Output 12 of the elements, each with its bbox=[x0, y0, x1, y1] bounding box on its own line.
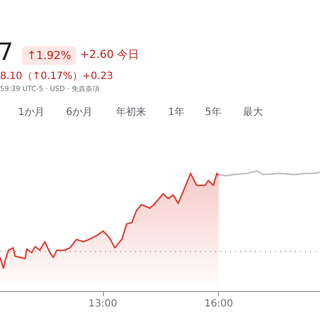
text: 7 bbox=[0, 38, 14, 66]
text: 6か月 bbox=[66, 106, 92, 119]
text: 年初来 bbox=[116, 106, 146, 119]
text: 1か月 bbox=[18, 106, 44, 119]
text: 5年 bbox=[205, 106, 222, 119]
text: 1年 bbox=[168, 106, 184, 119]
text: +2.60 今日 bbox=[80, 47, 140, 62]
x-tick-label: 13:00 bbox=[88, 298, 118, 310]
x-tick-label: 16:00 bbox=[204, 298, 234, 310]
text: 8.10（↑0.17%）+0.23 bbox=[0, 70, 114, 83]
text: ↑1.92% bbox=[22, 46, 76, 65]
text: 最大 bbox=[243, 106, 263, 119]
